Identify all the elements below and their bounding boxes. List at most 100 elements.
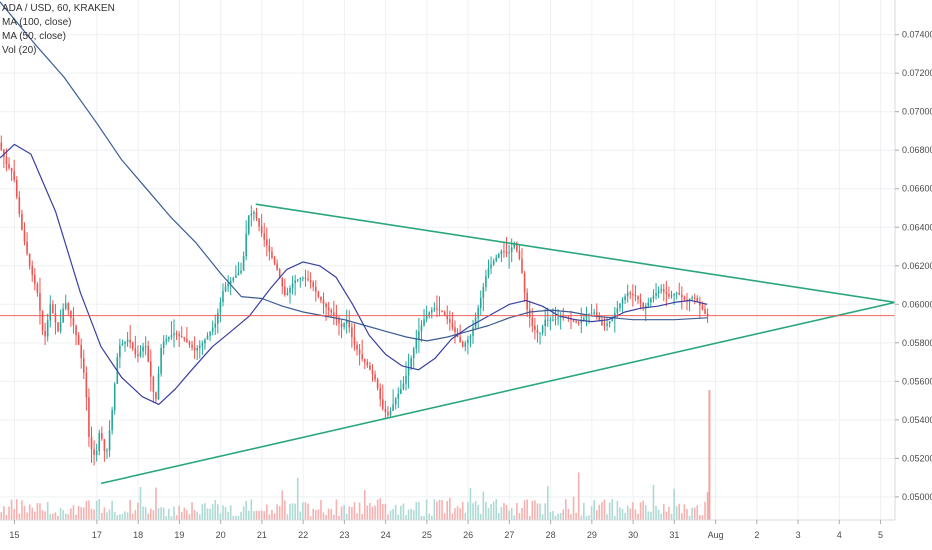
candle-body — [552, 319, 554, 321]
candle-body — [479, 297, 482, 309]
volume-bar — [606, 514, 608, 520]
candle-body — [340, 323, 343, 327]
candle-body — [657, 290, 660, 294]
volume-bar — [281, 490, 284, 520]
volume-bar — [601, 501, 603, 520]
volume-bar — [655, 505, 657, 520]
volume-bar — [595, 510, 598, 520]
candle-body — [348, 320, 351, 328]
candle-body — [5, 156, 8, 165]
volume-bar — [423, 516, 425, 520]
volume-bar — [13, 509, 15, 520]
candle-body — [430, 310, 433, 313]
volume-bar — [31, 507, 34, 520]
volume-bar — [44, 511, 46, 520]
candle-body — [188, 341, 191, 345]
candle-body — [18, 196, 21, 214]
candle-body — [461, 341, 464, 347]
volume-bar — [338, 515, 340, 520]
candle-body — [299, 278, 302, 280]
candle-body — [229, 280, 232, 284]
candle-body — [699, 301, 701, 306]
candle-body — [276, 263, 278, 270]
volume-bar — [624, 512, 626, 520]
candle-body — [273, 257, 276, 264]
y-tick-label: 0.066000 — [902, 184, 932, 194]
candle-body — [675, 292, 678, 295]
x-tick-label: 23 — [339, 530, 349, 540]
volume-bar — [26, 512, 28, 520]
volume-bar — [108, 509, 111, 520]
volume-bar — [402, 503, 405, 520]
volume-bar — [258, 510, 260, 520]
volume-bar — [196, 511, 198, 520]
volume-bar — [113, 511, 116, 520]
candle-body — [402, 383, 405, 390]
candle-body — [191, 344, 193, 348]
legend-ma100[interactable]: MA (100, close) — [2, 17, 72, 28]
volume-bar — [425, 499, 428, 520]
candle-body — [103, 439, 106, 452]
volume-bar — [160, 507, 162, 520]
candle-body — [265, 239, 268, 246]
symbol-label[interactable]: ADA / USD, 60, KRAKEN — [2, 3, 115, 14]
candle-body — [345, 320, 348, 324]
candle-body — [173, 333, 175, 336]
volume-bar — [330, 509, 333, 520]
y-tick-label: 0.054000 — [902, 415, 932, 425]
volume-bar — [593, 500, 595, 520]
volume-bar — [681, 513, 683, 520]
volume-bar — [657, 509, 660, 520]
volume-bar — [531, 500, 534, 520]
x-tick-label: 17 — [92, 530, 102, 540]
candle-body — [559, 316, 562, 318]
candle-body — [250, 213, 253, 216]
volume-bar — [265, 504, 268, 520]
candle-body — [124, 341, 126, 344]
candle-body — [242, 256, 245, 271]
candle-body — [363, 358, 366, 363]
candle-body — [500, 251, 503, 255]
legend-volume[interactable]: Vol (20) — [2, 45, 37, 56]
volume-bar — [291, 503, 294, 520]
volume-bar — [510, 508, 513, 520]
volume-bar — [534, 500, 536, 520]
candle-body — [577, 322, 580, 324]
volume-bar — [603, 499, 606, 520]
candle-body — [464, 343, 467, 347]
candle-body — [137, 354, 139, 357]
volume-bar — [39, 503, 41, 520]
volume-bar — [168, 508, 170, 520]
candle-body — [516, 242, 518, 251]
candle-body — [492, 260, 495, 265]
volume-bar — [366, 505, 369, 520]
candle-body — [333, 312, 335, 315]
candle-body — [415, 338, 418, 349]
legend-ma50[interactable]: MA (50, close) — [2, 31, 66, 42]
volume-bar — [418, 502, 420, 520]
volume-bar — [405, 515, 407, 520]
volume-bar — [178, 505, 180, 520]
candle-body — [665, 291, 668, 295]
candle-body — [572, 320, 575, 322]
candle-body — [639, 299, 642, 304]
candle-body — [549, 319, 552, 321]
volume-bar — [361, 514, 363, 520]
volume-bar — [302, 502, 304, 520]
candle-body — [312, 282, 314, 287]
candle-body — [467, 339, 469, 344]
y-axis-panel — [895, 0, 932, 550]
candle-body — [343, 323, 345, 327]
volume-bar — [541, 514, 544, 520]
volume-bar — [126, 512, 129, 520]
candle-body — [26, 241, 28, 254]
volume-bar — [286, 514, 289, 520]
x-tick-label: 2 — [754, 530, 759, 540]
candle-body — [554, 318, 557, 320]
volume-bar — [180, 512, 183, 520]
candle-body — [294, 280, 296, 284]
volume-spike-bar — [708, 390, 711, 520]
candle-body — [10, 168, 13, 172]
volume-bar — [570, 514, 572, 520]
